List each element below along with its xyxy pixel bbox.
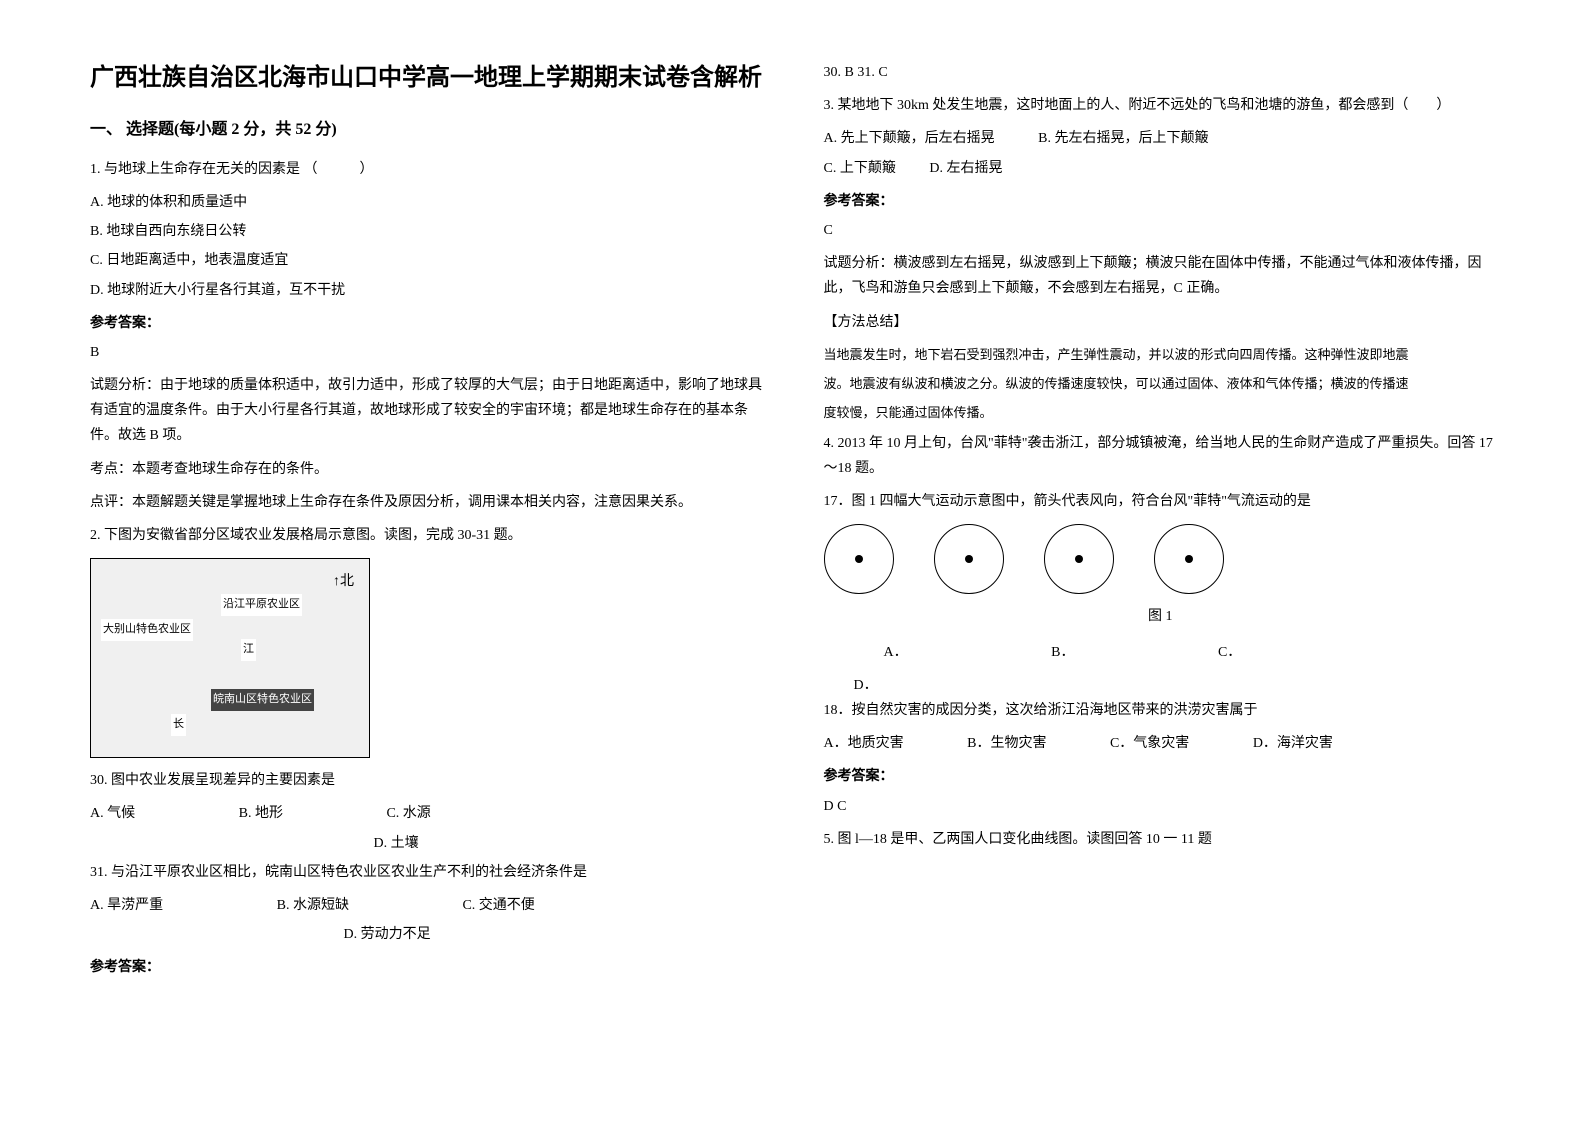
q18-options: A．地质灾害 B．生物灾害 C．气象灾害 D．海洋灾害 — [824, 731, 1498, 756]
map-label-wannan: 皖南山区特色农业区 — [211, 689, 314, 711]
q30-d: D. 土壤 — [374, 831, 419, 856]
q30-b: B. 地形 — [239, 801, 283, 826]
right-column: 30. B 31. C 3. 某地地下 30km 处发生地震，这时地面上的人、附… — [824, 60, 1498, 985]
section-header: 一、 选择题(每小题 2 分，共 52 分) — [90, 116, 764, 145]
q2-answer-label: 参考答案： — [90, 955, 764, 980]
q3-options-row1: A. 先上下颠簸，后左右摇晃 B. 先左右摇晃，后上下颠簸 — [824, 126, 1498, 151]
circle-center-4 — [1185, 555, 1193, 563]
q2-text: 2. 下图为安徽省部分区域农业发展格局示意图。读图，完成 30-31 题。 — [90, 528, 522, 543]
q1-text: 1. 与地球上生命存在无关的因素是 — [90, 162, 300, 177]
map-label-jiang: 江 — [241, 639, 256, 661]
q17-b: B． — [1051, 640, 1074, 665]
q30-c: C. 水源 — [386, 801, 430, 826]
question-1: 1. 与地球上生命存在无关的因素是 （ ） — [90, 157, 764, 182]
method-label: 【方法总结】 — [824, 310, 1498, 335]
q17: 17．图 1 四幅大气运动示意图中，箭头代表风向，符合台风"菲特"气流运动的是 — [824, 489, 1498, 514]
q3-answer: C — [824, 218, 1498, 243]
q31-options-row1: A. 旱涝严重 B. 水源短缺 C. 交通不便 — [90, 893, 764, 918]
q3-a: A. 先上下颠簸，后左右摇晃 — [824, 126, 995, 151]
document-title: 广西壮族自治区北海市山口中学高一地理上学期期末试卷含解析 — [90, 60, 764, 96]
circle-4 — [1154, 524, 1224, 594]
q18-a: A．地质灾害 — [824, 731, 904, 756]
q30-a: A. 气候 — [90, 801, 135, 826]
q1-answer-label: 参考答案： — [90, 311, 764, 336]
left-column: 广西壮族自治区北海市山口中学高一地理上学期期末试卷含解析 一、 选择题(每小题 … — [90, 60, 764, 985]
q3-text: 3. 某地地下 30km 处发生地震，这时地面上的人、附近不远处的飞鸟和池塘的游… — [824, 98, 1451, 113]
page-container: 广西壮族自治区北海市山口中学高一地理上学期期末试卷含解析 一、 选择题(每小题 … — [90, 60, 1497, 985]
circles-container — [824, 524, 1498, 594]
q1-option-a: A. 地球的体积和质量适中 — [90, 190, 764, 215]
q30-options-row2: D. 土壤 — [90, 831, 764, 856]
q3-answer-label: 参考答案： — [824, 189, 1498, 214]
circle-1 — [824, 524, 894, 594]
q30-31-answer: 30. B 31. C — [824, 60, 1498, 85]
figure-1-label: 图 1 — [824, 604, 1498, 629]
q18-d: D．海洋灾害 — [1253, 731, 1333, 756]
map-label-dabieshan: 大别山特色农业区 — [101, 619, 193, 641]
q18-c: C．气象灾害 — [1110, 731, 1189, 756]
q17-a: A． — [884, 640, 908, 665]
q31-text: 31. 与沿江平原农业区相比，皖南山区特色农业区农业生产不利的社会经济条件是 — [90, 865, 587, 880]
q4-text: 4. 2013 年 10 月上旬，台风"菲特"袭击浙江，部分城镇被淹，给当地人民… — [824, 436, 1493, 476]
method-text3: 度较慢，只能通过固体传播。 — [824, 401, 1498, 424]
q17-d: D． — [854, 673, 1498, 698]
q17-c: C． — [1218, 640, 1241, 665]
question-4: 4. 2013 年 10 月上旬，台风"菲特"袭击浙江，部分城镇被淹，给当地人民… — [824, 431, 1498, 481]
q31-a: A. 旱涝严重 — [90, 893, 163, 918]
method-text2: 波。地震波有纵波和横波之分。纵波的传播速度较快，可以通过固体、液体和气体传播；横… — [824, 372, 1498, 395]
map-label-chang: 长 — [171, 714, 186, 736]
question-2: 2. 下图为安徽省部分区域农业发展格局示意图。读图，完成 30-31 题。 — [90, 523, 764, 548]
q31-c: C. 交通不便 — [462, 893, 534, 918]
q31-b: B. 水源短缺 — [277, 893, 349, 918]
question-5: 5. 图 l—18 是甲、乙两国人口变化曲线图。读图回答 10 一 11 题 — [824, 827, 1498, 852]
q1-blank: （ ） — [304, 162, 374, 177]
q3-b: B. 先左右摇晃，后上下颠簸 — [1038, 126, 1208, 151]
q1-option-b: B. 地球自西向东绕日公转 — [90, 219, 764, 244]
circle-center-3 — [1075, 555, 1083, 563]
q18-text: 18．按自然灾害的成因分类，这次给浙江沿海地区带来的洪涝灾害属于 — [824, 703, 1258, 718]
q17-options-row1: A． B． C． — [824, 640, 1498, 665]
q18-b: B．生物灾害 — [967, 731, 1046, 756]
q3-options-row2: C. 上下颠簸 D. 左右摇晃 — [824, 156, 1498, 181]
q1-analysis3: 点评：本题解题关键是掌握地球上生命存在条件及原因分析，调用课本相关内容，注意因果… — [90, 490, 764, 515]
q4-answer: D C — [824, 794, 1498, 819]
q3-c: C. 上下颠簸 — [824, 156, 896, 181]
q31-options-row2: D. 劳动力不足 — [90, 922, 764, 947]
q1-answer: B — [90, 340, 764, 365]
circle-center-2 — [965, 555, 973, 563]
q30-text: 30. 图中农业发展呈现差异的主要因素是 — [90, 773, 335, 788]
q18: 18．按自然灾害的成因分类，这次给浙江沿海地区带来的洪涝灾害属于 — [824, 698, 1498, 723]
map-diagram: ↑北 大别山特色农业区 沿江平原农业区 江 皖南山区特色农业区 长 — [90, 558, 370, 758]
north-arrow: ↑北 — [333, 569, 354, 594]
method-text1: 当地震发生时，地下岩石受到强烈冲击，产生弹性震动，并以波的形式向四周传播。这种弹… — [824, 343, 1498, 366]
q3-analysis: 试题分析：横波感到左右摇晃，纵波感到上下颠簸；横波只能在固体中传播，不能通过气体… — [824, 251, 1498, 301]
q30-options-row1: A. 气候 B. 地形 C. 水源 — [90, 801, 764, 826]
q1-analysis1: 试题分析：由于地球的质量体积适中，故引力适中，形成了较厚的大气层；由于日地距离适… — [90, 373, 764, 449]
q3-d: D. 左右摇晃 — [929, 156, 1002, 181]
q1-option-c: C. 日地距离适中，地表温度适宜 — [90, 248, 764, 273]
circle-2 — [934, 524, 1004, 594]
q31-d: D. 劳动力不足 — [344, 922, 431, 947]
circle-center-1 — [855, 555, 863, 563]
q1-option-d: D. 地球附近大小行星各行其道，互不干扰 — [90, 278, 764, 303]
map-label-yanjiang: 沿江平原农业区 — [221, 594, 302, 616]
map-content: ↑北 大别山特色农业区 沿江平原农业区 江 皖南山区特色农业区 长 — [91, 559, 369, 757]
q5-text: 5. 图 l—18 是甲、乙两国人口变化曲线图。读图回答 10 一 11 题 — [824, 832, 1212, 847]
q30: 30. 图中农业发展呈现差异的主要因素是 — [90, 768, 764, 793]
circle-3 — [1044, 524, 1114, 594]
question-3: 3. 某地地下 30km 处发生地震，这时地面上的人、附近不远处的飞鸟和池塘的游… — [824, 93, 1498, 118]
q31: 31. 与沿江平原农业区相比，皖南山区特色农业区农业生产不利的社会经济条件是 — [90, 860, 764, 885]
q1-analysis2: 考点：本题考查地球生命存在的条件。 — [90, 457, 764, 482]
q4-answer-label: 参考答案： — [824, 764, 1498, 789]
q17-text: 17．图 1 四幅大气运动示意图中，箭头代表风向，符合台风"菲特"气流运动的是 — [824, 494, 1311, 509]
